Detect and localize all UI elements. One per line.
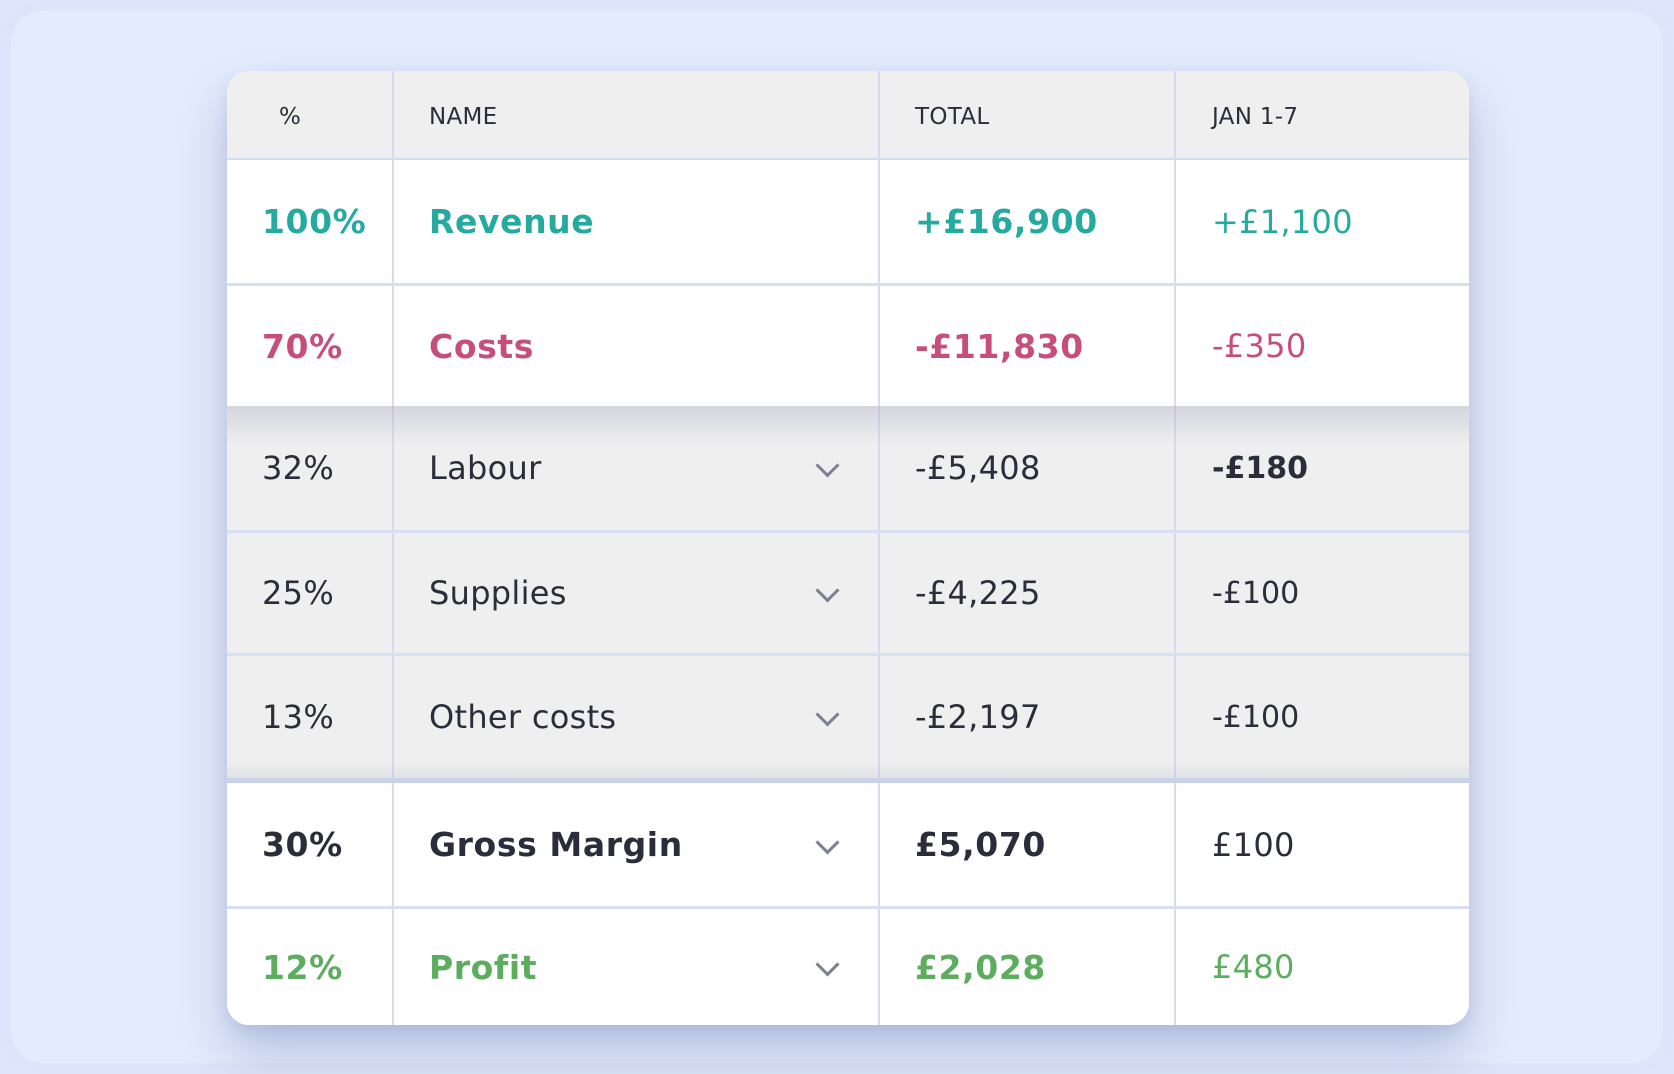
costs-total: -£11,830 — [880, 286, 1176, 406]
revenue-week: +£1,100 — [1212, 202, 1353, 241]
other-costs-name-cell[interactable]: Other costs — [394, 656, 880, 778]
supplies-name: Supplies — [429, 574, 567, 612]
supplies-week: -£100 — [1212, 575, 1300, 611]
gross-margin-total: £5,070 — [880, 783, 1176, 906]
revenue-total: +£16,900 — [880, 160, 1176, 283]
other-costs-week: -£100 — [1212, 699, 1300, 735]
header-week: JAN 1-7 — [1212, 103, 1299, 130]
table-row-other-costs[interactable]: 13% Other costs -£2,197 -£100 — [227, 656, 1469, 778]
profit-total: £2,028 — [880, 909, 1176, 1025]
revenue-name: Revenue — [394, 160, 880, 283]
table-row-profit[interactable]: 12% Profit £2,028 £480 — [227, 909, 1469, 1025]
labour-total: -£5,408 — [880, 406, 1176, 530]
other-costs-name: Other costs — [429, 698, 617, 736]
chevron-down-icon[interactable] — [815, 578, 840, 603]
costs-name: Costs — [394, 286, 880, 406]
header-total: TOTAL — [880, 71, 1176, 158]
labour-name: Labour — [429, 449, 542, 487]
header-percent: % — [227, 71, 394, 158]
gross-margin-name: Gross Margin — [429, 825, 683, 864]
table-row-gross-margin[interactable]: 30% Gross Margin £5,070 £100 — [227, 783, 1469, 909]
table-header: % NAME TOTAL JAN 1-7 — [227, 71, 1469, 160]
table-row-labour[interactable]: 32% Labour -£5,408 -£180 — [227, 406, 1469, 533]
supplies-total: -£4,225 — [880, 533, 1176, 653]
section-divider — [227, 778, 1469, 783]
costs-week: -£350 — [1212, 327, 1307, 365]
revenue-percent: 100% — [227, 160, 394, 283]
labour-percent: 32% — [227, 406, 394, 530]
gross-margin-week: £100 — [1212, 825, 1295, 864]
profit-name-cell[interactable]: Profit — [394, 909, 880, 1025]
other-costs-percent: 13% — [227, 656, 394, 778]
gross-margin-percent: 30% — [227, 783, 394, 906]
profit-name: Profit — [429, 947, 538, 987]
supplies-percent: 25% — [227, 533, 394, 653]
profit-week: £480 — [1212, 948, 1295, 986]
labour-name-cell[interactable]: Labour — [394, 406, 880, 530]
header-name: NAME — [394, 71, 880, 158]
labour-week: -£180 — [1212, 450, 1308, 486]
chevron-down-icon[interactable] — [815, 952, 840, 977]
chevron-down-icon[interactable] — [815, 453, 840, 478]
other-costs-total: -£2,197 — [880, 656, 1176, 778]
profit-percent: 12% — [227, 909, 394, 1025]
table-row-supplies[interactable]: 25% Supplies -£4,225 -£100 — [227, 533, 1469, 656]
pnl-table: % NAME TOTAL JAN 1-7 100% Revenue +£16,9… — [227, 71, 1469, 1025]
chevron-down-icon[interactable] — [815, 829, 840, 855]
chevron-down-icon[interactable] — [815, 702, 840, 727]
costs-percent: 70% — [227, 286, 394, 406]
supplies-name-cell[interactable]: Supplies — [394, 533, 880, 653]
table-row-revenue: 100% Revenue +£16,900 +£1,100 — [227, 160, 1469, 286]
gross-margin-name-cell[interactable]: Gross Margin — [394, 783, 880, 906]
table-row-costs: 70% Costs -£11,830 -£350 — [227, 286, 1469, 406]
